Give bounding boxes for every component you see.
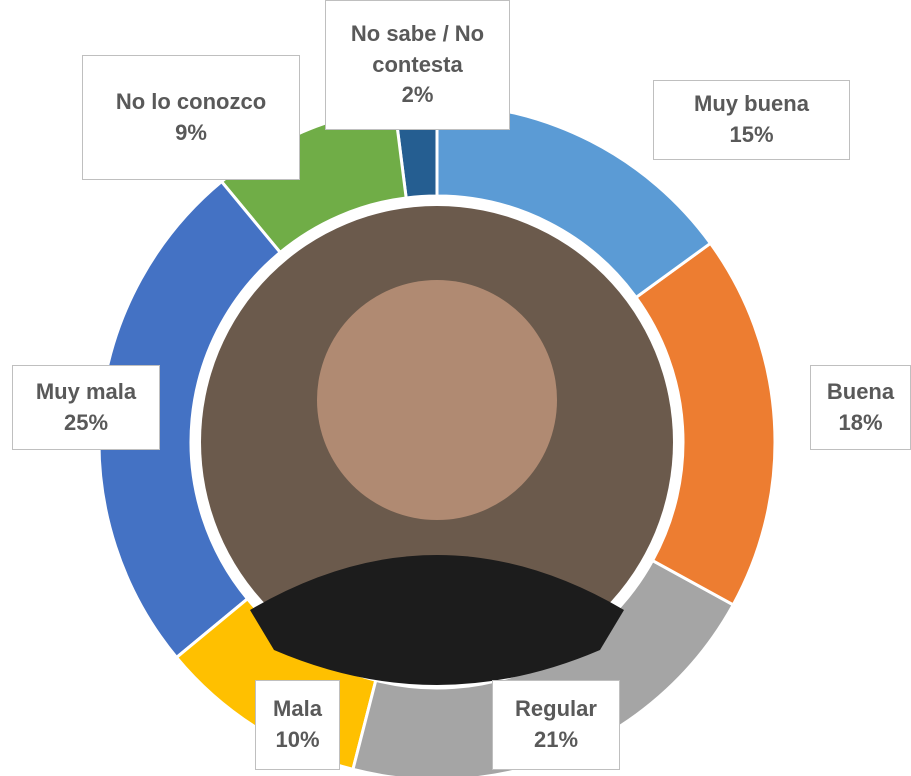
data-label: Mala 10%: [255, 680, 340, 770]
label-value: 21%: [533, 727, 579, 752]
label-category: No lo conozco: [115, 88, 267, 114]
label-value: 9%: [175, 119, 207, 145]
label-value: 18%: [838, 409, 883, 435]
photo-body: [250, 555, 624, 685]
data-label: Buena 18%: [810, 365, 911, 450]
label-category: Buena: [826, 378, 895, 404]
data-label: No sabe / No contesta 2%: [325, 0, 510, 130]
label-value: 25%: [63, 409, 109, 435]
label-category: Regular: [515, 696, 597, 722]
label-category: Mala: [273, 696, 322, 722]
photo-face: [317, 280, 557, 520]
data-label: Muy mala 25%: [12, 365, 160, 450]
data-label: Regular 21%: [492, 680, 620, 770]
data-label: Muy buena 15%: [653, 80, 850, 160]
label-value: 15%: [729, 122, 774, 147]
label-category: No sabe / No contesta: [350, 20, 485, 77]
label-value: 10%: [275, 727, 320, 752]
data-label: No lo conozco 9%: [82, 55, 300, 180]
label-category: Muy mala: [35, 378, 137, 404]
label-value: 2%: [401, 82, 434, 108]
label-category: Muy buena: [694, 91, 809, 117]
